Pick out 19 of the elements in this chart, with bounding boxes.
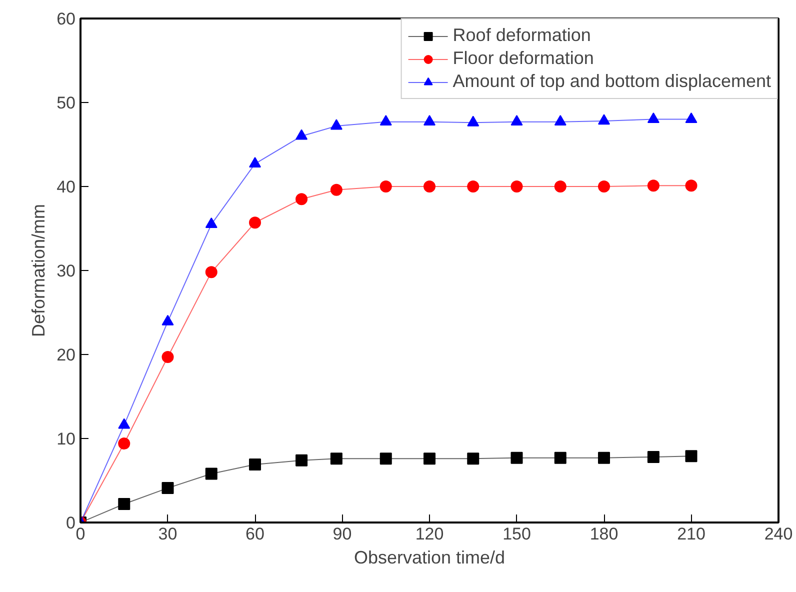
x-tick-label: 60 xyxy=(246,524,264,544)
y-tick-label: 20 xyxy=(56,346,76,364)
y-tick-label: 50 xyxy=(56,94,76,112)
legend-label: Floor deformation xyxy=(452,48,594,69)
x-tick-label: 90 xyxy=(332,524,352,544)
y-axis-title: Deformation/mm xyxy=(28,204,49,338)
y-tick-label: 30 xyxy=(56,262,76,280)
x-tick-label: 210 xyxy=(677,524,706,544)
legend-label: Amount of top and bottom displacement xyxy=(452,71,771,92)
x-tick-label: 120 xyxy=(415,524,444,544)
x-tick-label: 30 xyxy=(158,524,178,544)
y-tick-label: 40 xyxy=(56,178,76,196)
x-tick-label: 180 xyxy=(590,524,618,544)
x-tick-label: 150 xyxy=(502,524,531,544)
y-tick-label: 60 xyxy=(56,10,76,28)
x-axis-title: Observation time/d xyxy=(354,548,506,568)
legend-label: Roof deformation xyxy=(452,25,591,46)
y-tick-label: 10 xyxy=(56,430,76,448)
x-tick-label: 240 xyxy=(764,524,793,544)
